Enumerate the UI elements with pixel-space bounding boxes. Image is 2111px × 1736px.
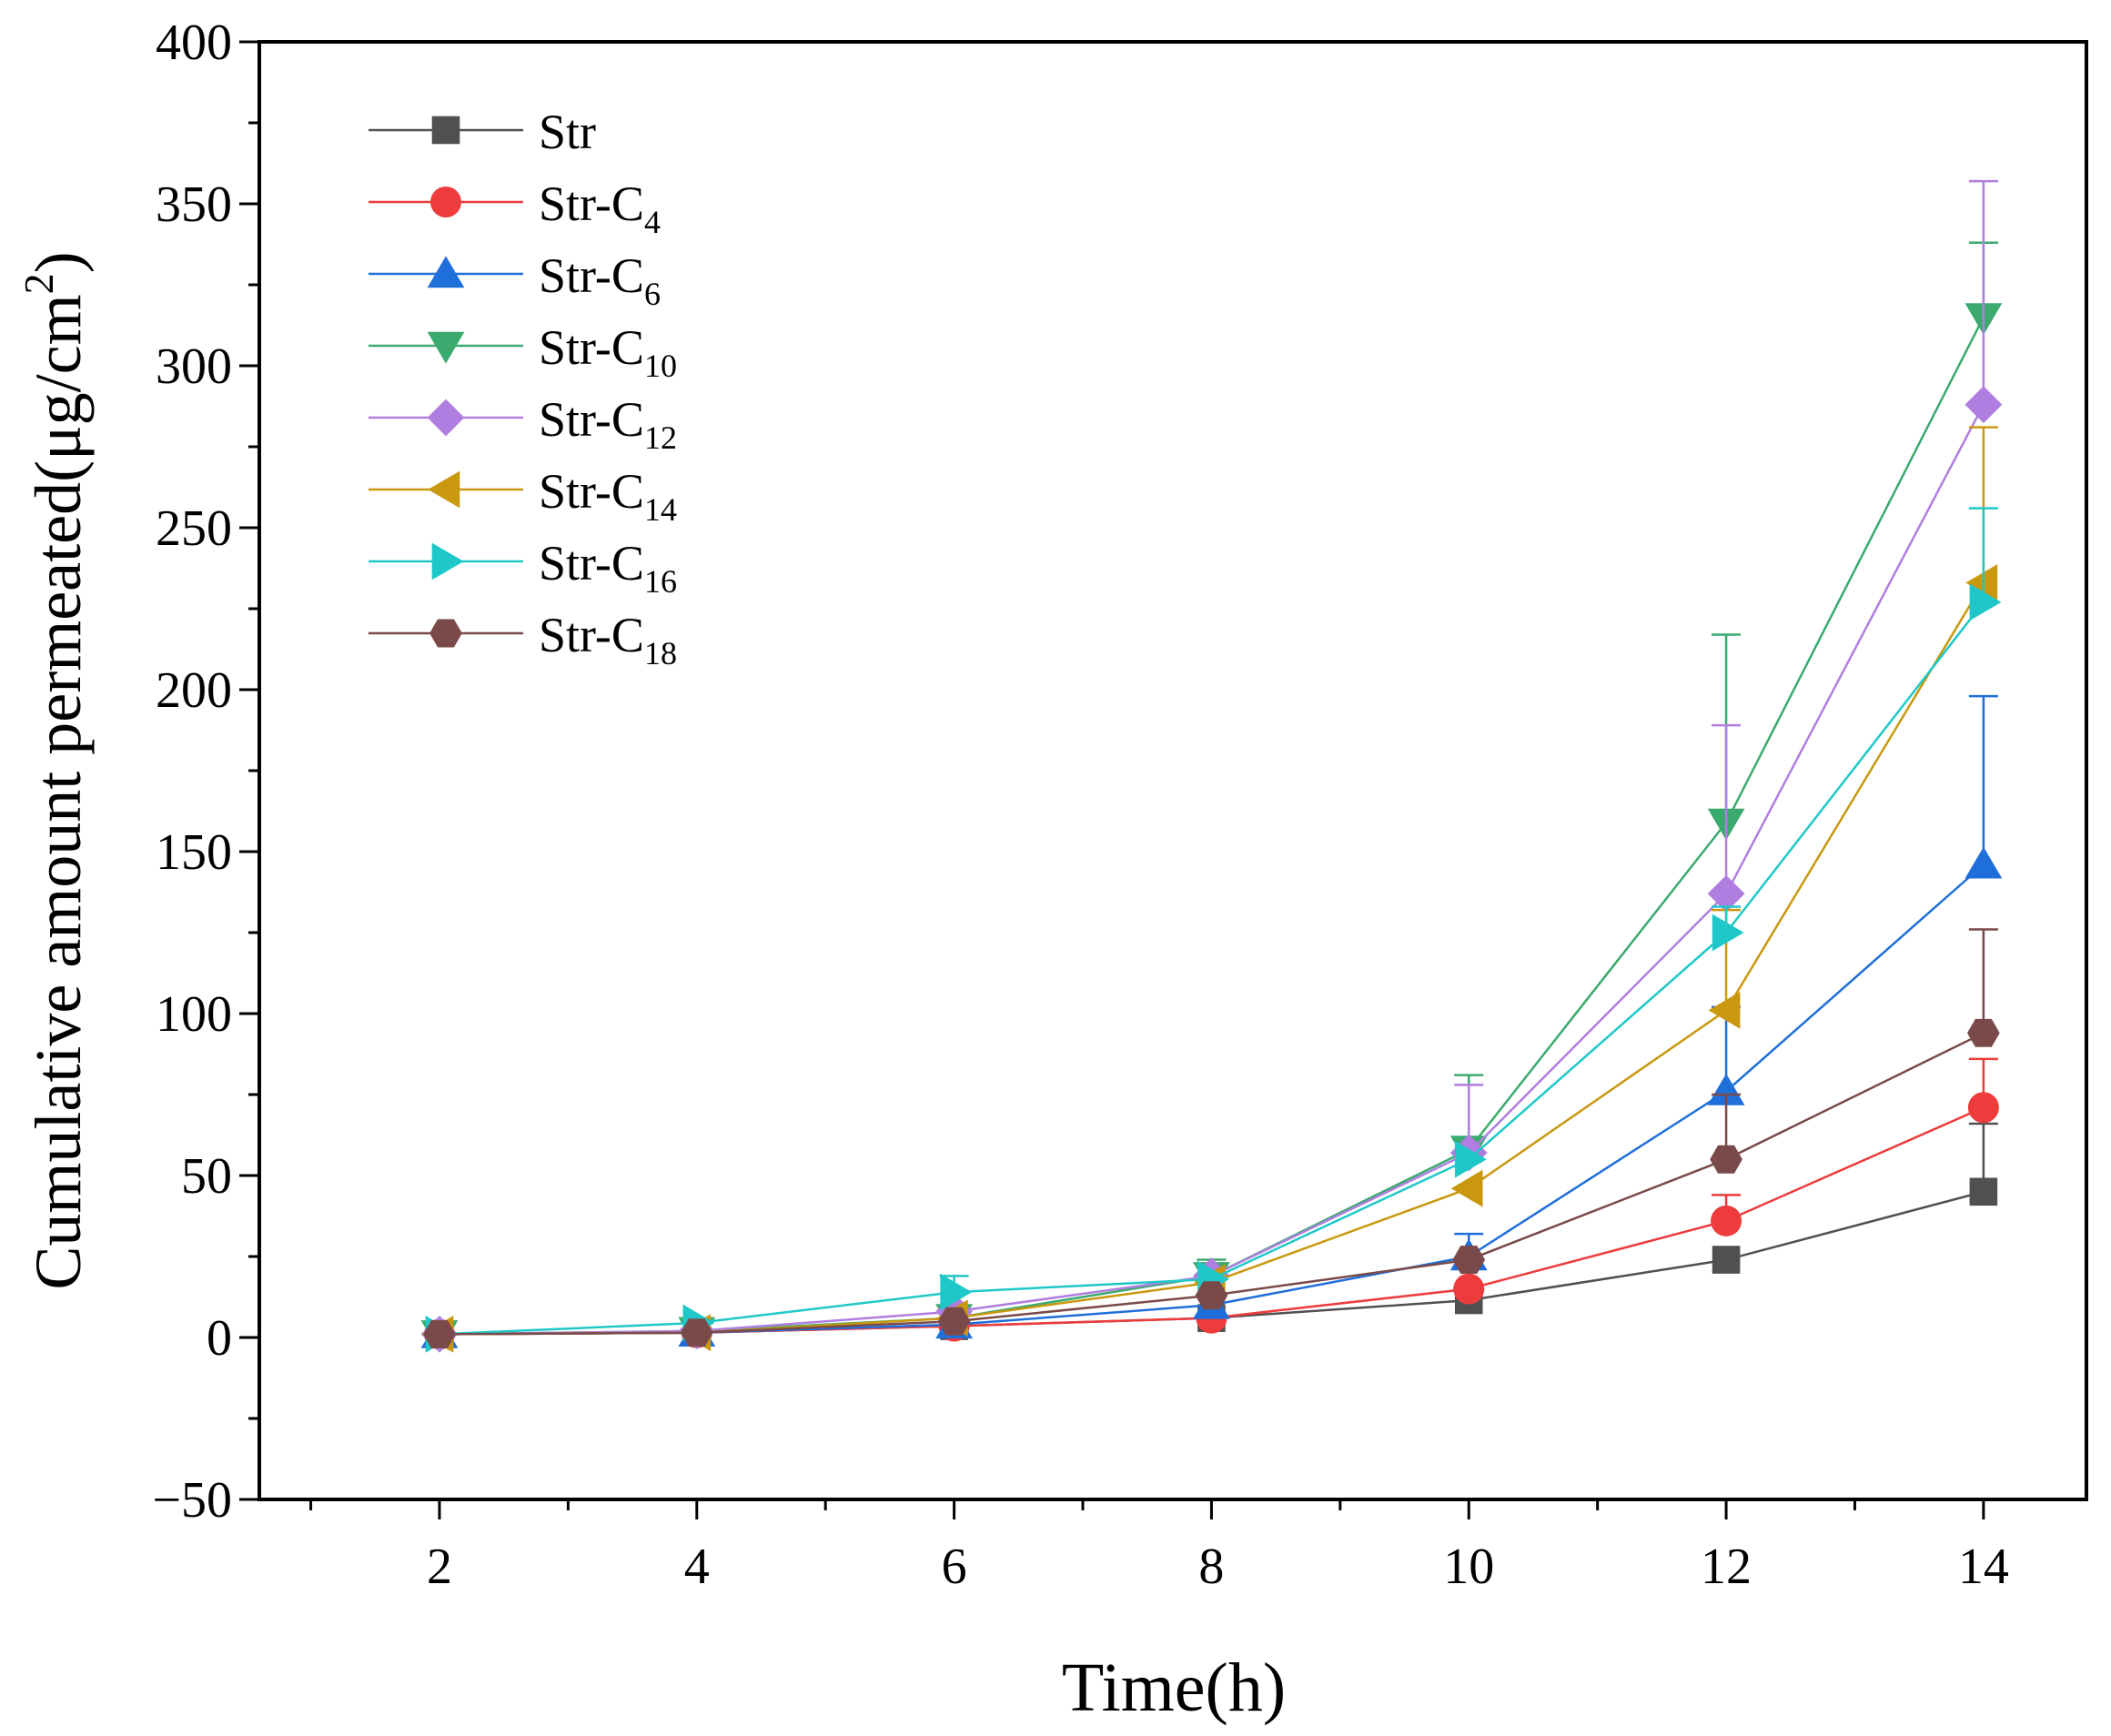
legend-label-base: Str-C (539, 536, 644, 590)
legend-item: Str-C6 (369, 248, 661, 312)
legend-label-sub: 12 (644, 419, 677, 456)
series-line (439, 317, 1985, 1336)
x-tick-label: 14 (1958, 1539, 2009, 1595)
legend-label-sub: 4 (644, 204, 661, 240)
legend-marker (428, 470, 460, 509)
data-point (1452, 1246, 1486, 1274)
legend-label-base: Str-C (539, 248, 644, 303)
series-layer (420, 179, 2003, 1353)
legend-label: Str-C10 (539, 320, 677, 384)
legend-label-sub: 14 (644, 491, 677, 528)
legend-item: Str-C12 (369, 392, 677, 456)
y-tick-label: −50 (152, 1472, 232, 1529)
data-point (423, 1320, 456, 1348)
legend-item: Str-C18 (369, 608, 677, 671)
legend-label: Str-C14 (539, 464, 677, 528)
data-point (1195, 1281, 1228, 1310)
x-tick-label: 2 (427, 1539, 452, 1595)
y-axis-label-main: Cumulative amount permeated(μg/cm (22, 294, 95, 1289)
legend-label-base: Str-C (539, 392, 644, 447)
legend-marker (427, 256, 465, 288)
series-Str-C10 (420, 241, 2003, 1352)
legend-label-base: Str-C (539, 464, 644, 519)
data-point (1453, 1273, 1485, 1305)
legend-marker (427, 399, 465, 437)
x-tick-label: 12 (1701, 1539, 1752, 1595)
legend-label: Str (539, 105, 596, 159)
legend-item: Str-C16 (369, 536, 677, 600)
data-point (937, 1307, 971, 1336)
y-tick-label: 0 (207, 1310, 232, 1367)
data-point (1712, 1246, 1741, 1274)
data-point (1711, 1205, 1742, 1236)
legend-label: Str-C12 (539, 392, 677, 456)
data-point (1967, 1092, 1999, 1124)
y-tick-label: 50 (181, 1148, 232, 1205)
legend-marker (431, 116, 460, 145)
series-Str-C18 (423, 928, 2000, 1348)
data-point (1710, 1145, 1742, 1174)
x-tick-label: 8 (1198, 1539, 1224, 1595)
x-tick-label: 4 (684, 1539, 710, 1595)
data-point (940, 1273, 973, 1311)
data-point (1965, 386, 2003, 424)
legend-label-sub: 16 (644, 563, 677, 600)
x-tick-label: 10 (1443, 1539, 1494, 1595)
y-axis-label-sup: 2 (15, 273, 62, 294)
data-point (1967, 1018, 2000, 1047)
legend-label-sub: 6 (644, 276, 661, 312)
legend-label-base: Str-C (539, 608, 644, 662)
legend-marker (430, 187, 461, 217)
y-tick-label: 400 (156, 15, 232, 71)
data-point (1969, 583, 2002, 621)
data-point (1708, 992, 1741, 1029)
y-tick-label: 350 (156, 177, 232, 233)
data-point (1450, 1169, 1483, 1207)
legend-label-base: Str (539, 105, 596, 159)
y-tick-label: 200 (156, 662, 232, 719)
series-line (439, 404, 1985, 1336)
legend-marker (431, 542, 464, 580)
y-tick-label: 300 (156, 338, 232, 395)
legend-label-base: Str-C (539, 177, 644, 231)
legend-label-base: Str-C (539, 320, 644, 375)
x-axis-label: Time(h) (1062, 1650, 1286, 1726)
legend-label-sub: 10 (644, 348, 677, 384)
y-axis-label: Cumulative amount permeated(μg/cm2) (15, 251, 95, 1289)
legend-label-sub: 18 (644, 635, 677, 671)
data-point (1965, 846, 2003, 879)
data-point (1712, 913, 1744, 952)
x-tick-label: 6 (942, 1539, 967, 1595)
legend-label: Str-C4 (539, 177, 661, 240)
legend-label: Str-C6 (539, 248, 661, 312)
series-line (439, 581, 1985, 1336)
data-point (680, 1318, 713, 1347)
data-point (1965, 564, 1998, 601)
legend-label: Str-C18 (539, 608, 677, 671)
x-axis: 2 4 6 8 10 12 14 (309, 1499, 2009, 1595)
y-axis: −50 0 50 100 150 200 250 300 350 400 (152, 15, 259, 1529)
legend-item: Str (369, 105, 596, 159)
y-axis-label-close: ) (22, 251, 95, 273)
legend-item: Str-C14 (369, 464, 677, 528)
legend-marker (429, 619, 462, 648)
legend-label: Str-C16 (539, 536, 677, 600)
y-tick-label: 100 (156, 986, 232, 1043)
y-tick-label: 150 (156, 824, 232, 881)
legend: StrStr-C4Str-C6Str-C10Str-C12Str-C14Str-… (369, 105, 677, 671)
y-tick-label: 250 (156, 500, 232, 557)
legend-item: Str-C10 (369, 320, 677, 384)
legend-marker (427, 331, 465, 364)
data-point (1969, 1177, 1998, 1206)
data-point (1454, 1140, 1487, 1178)
data-point (1707, 874, 1745, 913)
data-point (1707, 1073, 1745, 1105)
legend-item: Str-C4 (369, 177, 661, 240)
